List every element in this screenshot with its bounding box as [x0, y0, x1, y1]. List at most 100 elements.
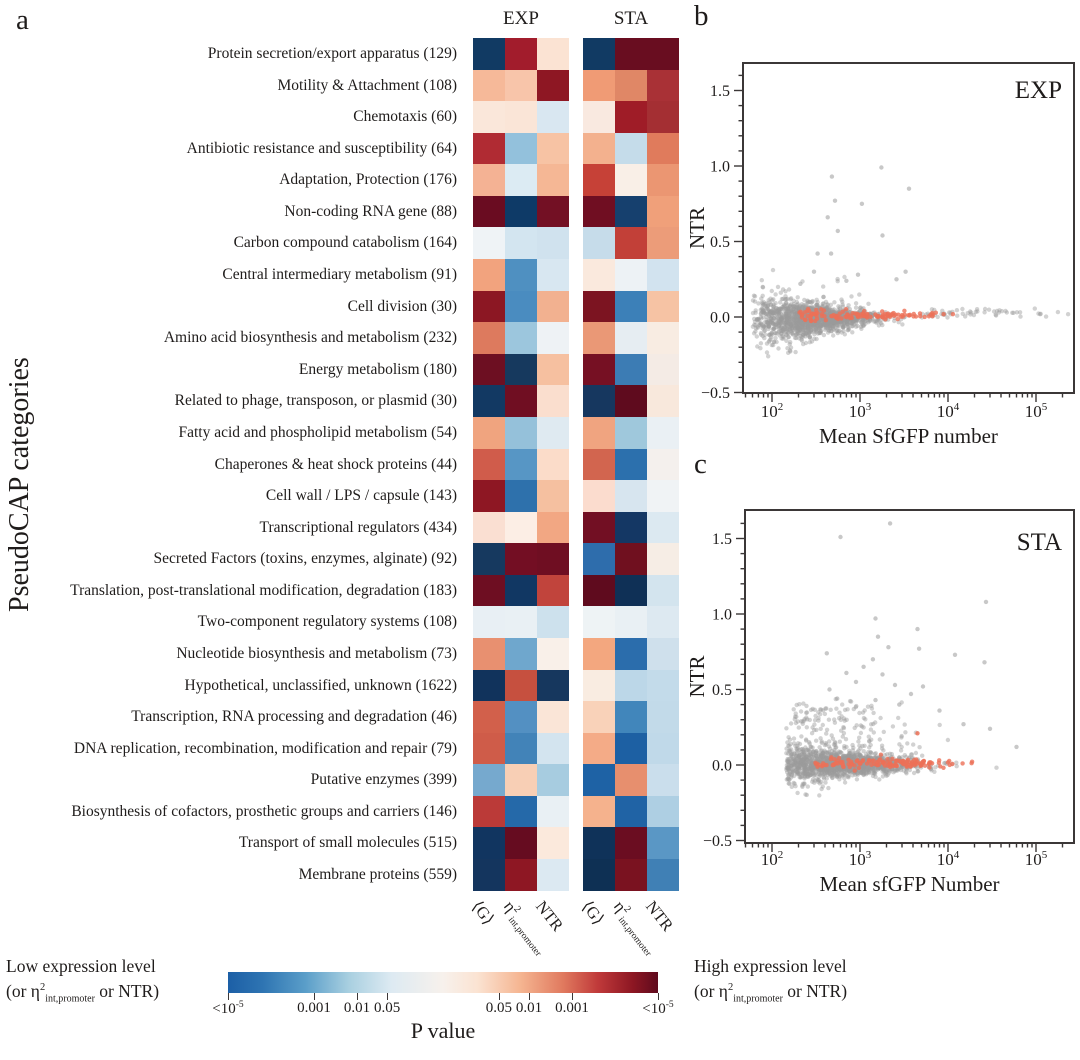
heatmap-cell: [505, 448, 537, 481]
colorbar-tick-label: <10-5: [642, 1000, 674, 1017]
heatmap-cell: [537, 827, 569, 860]
heatmap-row-label: Protein secretion/export apparatus (129): [207, 45, 457, 62]
heatmap-cell: [615, 543, 647, 575]
heatmap-row-label: Central intermediary metabolism (91): [222, 266, 457, 284]
heatmap-cell: [583, 764, 615, 796]
heatmap-cell: [615, 353, 647, 386]
heatmap-row-label: Related to phage, transposon, or plasmid…: [174, 392, 457, 410]
heatmap-cell: [473, 480, 505, 512]
heatmap-row-label: Carbon compound catabolism (164): [233, 234, 457, 252]
heatmap-cell: [505, 827, 537, 860]
heatmap-cell: [505, 195, 537, 228]
heatmap-cell: [505, 322, 537, 354]
heatmap-cell: [583, 795, 615, 828]
heatmap-row-label: Chaperones & heat shock proteins (44): [214, 455, 457, 473]
heatmap-cell: [615, 385, 647, 417]
heatmap-cell: [647, 227, 679, 260]
heatmap-cell: [583, 827, 615, 860]
heatmap-cell: [583, 101, 615, 133]
col-label-mean-g: ⟨G⟩: [468, 897, 499, 929]
heatmap-cell: [473, 543, 505, 575]
heatmap-cell: [615, 38, 647, 70]
heatmap-cell: [615, 574, 647, 607]
y-tick-label: 1.0: [710, 159, 730, 176]
heatmap-row-label: Biosynthesis of cofactors, prosthetic gr…: [71, 802, 457, 820]
x-tick-label: 104: [937, 849, 960, 869]
panel-a-letter: a: [16, 4, 29, 36]
heatmap-cell: [505, 290, 537, 323]
heatmap-cell: [583, 69, 615, 102]
heatmap-cell: [583, 132, 615, 165]
heatmap-row-label: Non-coding RNA gene (88): [284, 202, 457, 220]
heatmap-cell: [505, 637, 537, 670]
y-tick-label: 1.5: [712, 531, 732, 548]
plot-frame: [742, 62, 1075, 394]
colorbar-right-line2: (or η2int,promoter or NTR): [694, 980, 848, 1005]
heatmap-row-label: Motility & Attachment (108): [277, 76, 457, 94]
colorbar-gradient: [228, 972, 658, 993]
heatmap-cell: [537, 511, 569, 544]
heatmap-cell: [647, 448, 679, 481]
heatmap-cell: [505, 101, 537, 133]
heatmap-cell: [615, 290, 647, 323]
heatmap-row-label: Hypothetical, unclassified, unknown (162…: [184, 676, 457, 694]
colorbar-tick-label: 0.001: [297, 1000, 331, 1016]
heatmap-cell: [473, 290, 505, 323]
heatmap-cell: [583, 164, 615, 196]
heatmap-grid-sta: [583, 38, 679, 891]
heatmap-cell: [473, 669, 505, 702]
heatmap-cell: [647, 38, 679, 70]
heatmap-cell: [473, 38, 505, 70]
heatmap-cell: [537, 322, 569, 354]
heatmap-cell: [505, 574, 537, 607]
scatter-points-layer: [750, 165, 1071, 359]
heatmap-cell: [583, 701, 615, 733]
heatmap-cell: [537, 669, 569, 702]
heatmap-cell: [647, 290, 679, 323]
colorbar-title: P value: [410, 1018, 476, 1043]
y-tick-label: 0.0: [710, 310, 730, 327]
heatmap-cell: [615, 416, 647, 449]
x-axis-label: Mean SfGFP number: [819, 424, 998, 448]
heatmap-cell: [647, 322, 679, 354]
heatmap-cell: [537, 290, 569, 323]
heatmap-cell: [615, 701, 647, 733]
heatmap-row-label: Antibiotic resistance and susceptibility…: [186, 139, 457, 157]
panel-b-letter: b: [694, 0, 709, 32]
heatmap-cell: [473, 859, 505, 891]
heatmap-cell: [647, 637, 679, 670]
colorbar-tick-mark: [387, 993, 389, 1000]
colorbar-left-line1: Low expression level: [6, 956, 156, 976]
y-tick-label: 1.5: [710, 83, 730, 100]
heatmap-cell: [583, 637, 615, 670]
heatmap-cell: [647, 764, 679, 796]
heatmap-cell: [647, 574, 679, 607]
heatmap-cell: [615, 827, 647, 860]
heatmap-cell: [647, 132, 679, 165]
x-tick-label: 102: [761, 849, 784, 869]
heatmap-cell: [583, 353, 615, 386]
heatmap-cell: [583, 227, 615, 260]
heatmap-cell: [615, 69, 647, 102]
y-tick-label: 0.5: [710, 234, 730, 251]
col-label-mean-g: ⟨G⟩: [578, 897, 609, 929]
heatmap-row-label: Putative enzymes (399): [310, 771, 457, 789]
heatmap-cell: [505, 132, 537, 165]
heatmap-row-label: Adaptation, Protection (176): [279, 171, 457, 189]
heatmap-cell: [537, 859, 569, 891]
heatmap-cell: [615, 606, 647, 638]
colorbar-tick-label: 0.05: [485, 1000, 513, 1016]
heatmap-group-header-sta: STA: [613, 8, 649, 29]
colorbar-tick-label: 0.01: [343, 1000, 371, 1016]
heatmap-cell: [583, 416, 615, 449]
panel-c-letter: c: [694, 448, 707, 480]
heatmap-row-label: Chemotaxis (60): [353, 108, 457, 126]
heatmap-cell: [583, 322, 615, 354]
scatter-annotation: EXP: [1015, 77, 1062, 104]
heatmap-cell: [473, 132, 505, 165]
heatmap-row-label: Transcriptional regulators (434): [259, 518, 457, 536]
heatmap-cell: [537, 701, 569, 733]
heatmap-cell: [505, 606, 537, 638]
heatmap-cell: [473, 764, 505, 796]
heatmap-cell: [647, 353, 679, 386]
